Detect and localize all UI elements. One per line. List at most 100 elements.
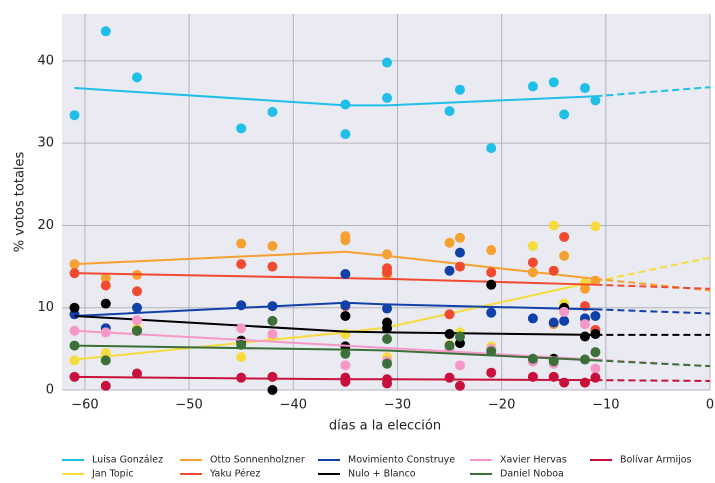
point: [444, 309, 455, 320]
point: [340, 360, 351, 371]
point: [454, 232, 465, 243]
point: [69, 302, 80, 313]
point: [236, 259, 247, 270]
point: [444, 340, 455, 351]
point: [132, 72, 143, 83]
point: [590, 221, 601, 232]
trend-line: [595, 359, 711, 368]
point: [382, 249, 393, 260]
point: [100, 280, 111, 291]
legend-label: Bolívar Armijos: [620, 455, 692, 466]
point: [267, 241, 278, 252]
point: [454, 261, 465, 272]
legend-label: Luisa González: [92, 455, 163, 466]
point: [236, 323, 247, 334]
point: [382, 267, 393, 278]
point: [548, 317, 559, 328]
plot-area: [62, 14, 710, 390]
point: [559, 315, 570, 326]
trend-line: [74, 87, 596, 107]
point: [486, 267, 497, 278]
point: [100, 355, 111, 366]
point: [382, 57, 393, 68]
point: [382, 358, 393, 369]
x-tick-label: −50: [175, 398, 202, 413]
point: [444, 237, 455, 248]
point: [100, 380, 111, 391]
point: [236, 352, 247, 363]
point: [579, 319, 590, 330]
point: [100, 298, 111, 309]
point: [579, 283, 590, 294]
point: [382, 317, 393, 328]
point: [527, 241, 538, 252]
legend-label: Jan Topic: [91, 469, 134, 480]
point: [454, 331, 465, 342]
x-tick-label: −20: [488, 398, 515, 413]
point: [69, 355, 80, 366]
x-tick-label: −10: [592, 398, 619, 413]
point: [559, 109, 570, 120]
trend-line: [595, 256, 711, 283]
point: [486, 367, 497, 378]
point: [527, 313, 538, 324]
point: [132, 325, 143, 336]
point: [340, 348, 351, 359]
legend-label: Movimiento Construye: [348, 455, 455, 466]
point: [132, 315, 143, 326]
legend-label: Yaku Pérez: [209, 469, 260, 480]
point: [579, 331, 590, 342]
trend-line: [595, 86, 711, 98]
point: [486, 346, 497, 357]
point: [267, 385, 278, 395]
point: [548, 77, 559, 88]
y-tick-label: 0: [46, 383, 54, 398]
x-tick-label: −60: [71, 398, 98, 413]
point: [548, 265, 559, 276]
point: [267, 106, 278, 117]
point: [454, 380, 465, 391]
point: [527, 81, 538, 92]
point: [132, 368, 143, 379]
point: [527, 353, 538, 364]
legend-label: Xavier Hervas: [500, 455, 567, 466]
point: [486, 143, 497, 154]
trend-line: [74, 280, 596, 361]
point: [590, 95, 601, 106]
trend-line: [74, 375, 596, 382]
point: [236, 123, 247, 134]
y-tick-label: 10: [37, 300, 54, 315]
point: [444, 265, 455, 276]
point: [267, 315, 278, 326]
trend-line: [74, 344, 596, 362]
point: [132, 286, 143, 297]
point: [444, 106, 455, 117]
point: [559, 231, 570, 242]
point: [486, 279, 497, 290]
point: [454, 360, 465, 371]
trend-line: [595, 283, 711, 290]
point: [340, 268, 351, 279]
point: [444, 372, 455, 383]
x-tick-label: 0: [706, 398, 714, 413]
trend-line: [74, 314, 596, 336]
point: [559, 306, 570, 317]
point: [454, 84, 465, 95]
point: [590, 372, 601, 383]
point: [559, 250, 570, 261]
point: [267, 371, 278, 382]
legend-label: Daniel Noboa: [500, 469, 564, 480]
point: [340, 129, 351, 140]
point: [100, 273, 111, 284]
point: [579, 83, 590, 94]
point: [340, 235, 351, 246]
point: [132, 302, 143, 313]
point: [527, 257, 538, 268]
point: [590, 310, 601, 321]
point: [454, 247, 465, 258]
point: [382, 303, 393, 314]
point: [382, 333, 393, 344]
point: [236, 238, 247, 249]
point: [486, 307, 497, 318]
